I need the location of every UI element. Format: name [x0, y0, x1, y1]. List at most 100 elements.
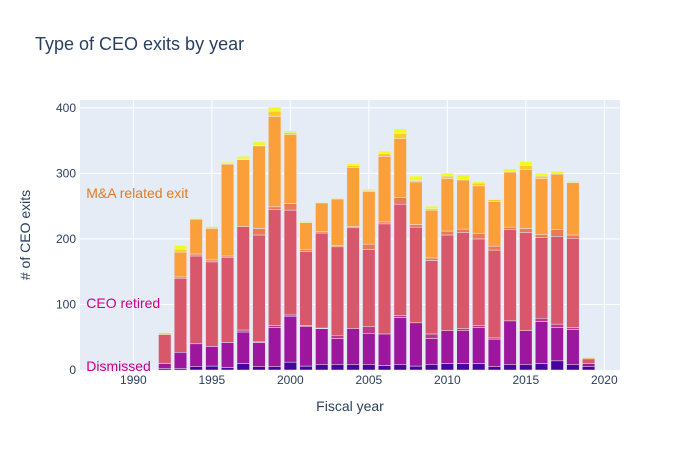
bar-segment — [393, 138, 407, 198]
bar-segment — [221, 342, 235, 368]
bar-segment — [550, 360, 564, 371]
annotation-label: Dismissed — [86, 358, 151, 374]
bar-segment — [158, 363, 172, 369]
bar-segment — [425, 333, 439, 339]
bar-segment — [425, 205, 439, 210]
bar-segment — [378, 365, 392, 371]
bar-segment — [472, 363, 486, 371]
bar-segment — [393, 203, 407, 316]
bar-segment — [205, 261, 219, 347]
bar-segment — [425, 260, 439, 335]
bar-segment — [550, 171, 564, 175]
bar-segment — [346, 165, 360, 168]
bar-segment — [456, 174, 470, 181]
bar-segment — [393, 317, 407, 366]
bar-segment — [440, 330, 454, 364]
bar-segment — [378, 221, 392, 225]
y-tick-label: 400 — [56, 101, 76, 115]
bar-segment — [409, 175, 423, 181]
bar-segment — [487, 366, 501, 371]
bar-segment — [487, 198, 501, 200]
bar-segment — [362, 188, 376, 191]
bar-segment — [487, 249, 501, 339]
bar-segment — [315, 328, 329, 366]
bar-segment — [299, 222, 313, 250]
chart-title: Type of CEO exits by year — [35, 34, 244, 54]
bar-segment — [409, 322, 423, 367]
bar-segment — [534, 175, 549, 179]
bar-segment — [268, 209, 282, 326]
bar-segment — [487, 245, 501, 251]
bar-segment — [566, 327, 580, 330]
bar-segment — [393, 133, 407, 139]
bar-segment — [189, 219, 203, 255]
bar-segment — [378, 333, 392, 366]
bar-segment — [582, 363, 596, 367]
bar-segment — [519, 228, 533, 233]
bar-segment — [440, 178, 454, 232]
bar-segment — [440, 234, 454, 331]
bar-segment — [252, 342, 266, 367]
bar-segment — [315, 232, 329, 329]
bar-segment — [205, 365, 219, 371]
bar-segment — [409, 181, 423, 225]
bar-segment — [362, 249, 376, 327]
bar-segment — [472, 327, 486, 364]
bar-segment — [472, 325, 486, 328]
bar-segment — [440, 173, 454, 177]
bar-segment — [534, 317, 549, 322]
bar-segment — [346, 364, 360, 371]
bar-segment — [566, 364, 580, 371]
bar-segment — [472, 185, 486, 234]
annotations: M&A related exit CEO retired Dismissed — [86, 185, 188, 374]
bar-segment — [315, 364, 329, 371]
bar-segment — [346, 227, 360, 329]
bar-segment — [378, 223, 392, 335]
bar-segment — [362, 243, 376, 250]
x-tick-label: 1990 — [120, 373, 147, 387]
bar-segment — [205, 346, 219, 367]
bar-segment — [519, 364, 533, 371]
annotation-label: CEO retired — [86, 295, 160, 311]
bar-segment — [189, 343, 203, 367]
bar-segment — [189, 255, 203, 345]
bar-segment — [330, 198, 344, 246]
bar-segment — [346, 163, 360, 166]
bar-segment — [534, 234, 549, 238]
bar-segment — [503, 364, 517, 371]
bar-segment — [189, 217, 203, 219]
bar-segment — [268, 325, 282, 328]
bar-segment — [221, 162, 235, 164]
bar-segment — [346, 167, 360, 227]
bar-segment — [566, 180, 580, 183]
bar-segment — [299, 220, 313, 223]
bar-segment — [283, 134, 297, 204]
y-tick-label: 300 — [56, 166, 76, 180]
bar-segment — [236, 156, 250, 160]
bar-segment — [252, 228, 266, 236]
bar-segment — [550, 229, 564, 237]
bar-segment — [252, 145, 266, 229]
bar-segment — [519, 330, 533, 366]
bar-segment — [425, 257, 439, 261]
bar-segment — [472, 181, 486, 184]
x-tick-label: 2005 — [355, 373, 382, 387]
bar-segment — [566, 329, 580, 366]
bar-segment — [566, 182, 580, 236]
bar-segment — [252, 234, 266, 343]
x-axis-ticks: 1990 1995 2000 2005 2010 2015 2020 — [120, 373, 618, 387]
bar-segment — [173, 249, 187, 253]
bar-segment — [315, 202, 329, 232]
bar-segment — [472, 238, 486, 326]
bar-segment — [283, 209, 297, 316]
bar-segment — [283, 132, 297, 135]
bar-segment — [503, 226, 517, 231]
bar-segment — [205, 259, 219, 263]
x-axis-title: Fiscal year — [316, 398, 384, 414]
x-tick-label: 2015 — [512, 373, 539, 387]
bar-segment — [393, 364, 407, 371]
bar-segment — [487, 338, 501, 367]
bar-segment — [330, 197, 344, 199]
bar-segment — [268, 110, 282, 117]
